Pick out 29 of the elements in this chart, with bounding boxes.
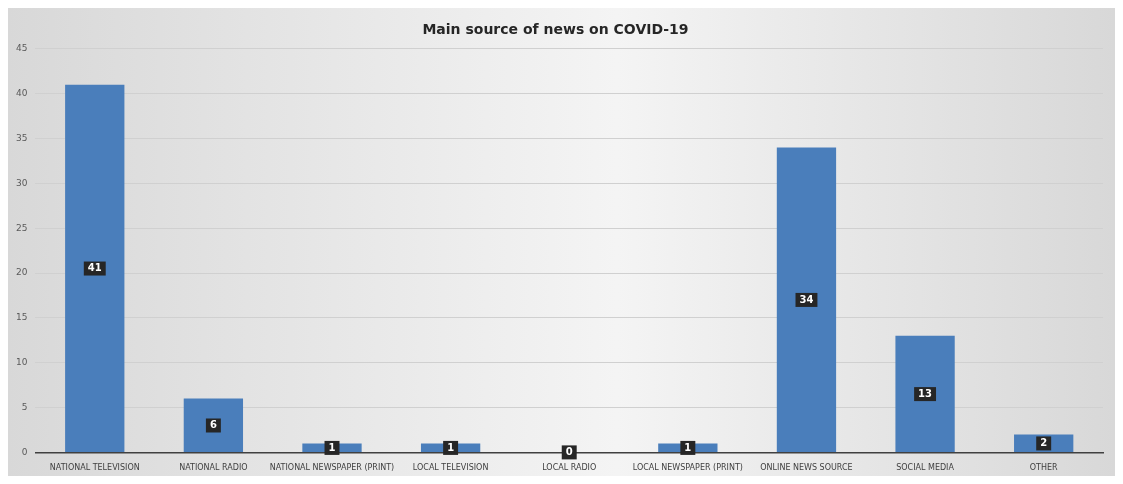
y-tick-label: 40	[16, 87, 28, 98]
x-tick-label: LOCAL TELEVISION	[412, 463, 489, 473]
y-tick-label: 35	[16, 132, 28, 143]
x-tick-label: LOCAL NEWSPAPER (PRINT)	[632, 463, 743, 473]
x-tick-label: NATIONAL NEWSPAPER (PRINT)	[269, 463, 395, 473]
y-tick-label: 30	[16, 177, 28, 188]
chart-title: Main source of news on COVID-19	[422, 21, 689, 38]
data-label: 2	[1040, 437, 1048, 449]
y-tick-label: 20	[16, 267, 28, 278]
data-label: 1	[447, 441, 455, 453]
data-label: 41	[87, 262, 102, 274]
y-tick-label: 5	[21, 401, 28, 412]
data-label: 34	[799, 293, 814, 305]
data-label: 0	[565, 445, 573, 457]
data-label: 1	[328, 441, 336, 453]
x-tick-label: LOCAL RADIO	[542, 463, 597, 473]
data-label: 6	[209, 419, 217, 431]
y-tick-label: 15	[16, 312, 28, 323]
x-tick-label: ONLINE NEWS SOURCE	[760, 463, 853, 473]
data-label: 13	[918, 387, 933, 399]
y-tick-label: 10	[16, 357, 28, 368]
data-label: 1	[684, 441, 692, 453]
x-tick-label: NATIONAL TELEVISION	[49, 463, 140, 473]
x-tick-label: SOCIAL MEDIA	[896, 463, 955, 473]
x-tick-label: NATIONAL RADIO	[179, 463, 248, 473]
x-tick-label: OTHER	[1029, 463, 1059, 473]
y-tick-label: 0	[21, 446, 28, 457]
y-tick-label: 45	[16, 43, 28, 54]
y-tick-label: 25	[16, 222, 28, 233]
